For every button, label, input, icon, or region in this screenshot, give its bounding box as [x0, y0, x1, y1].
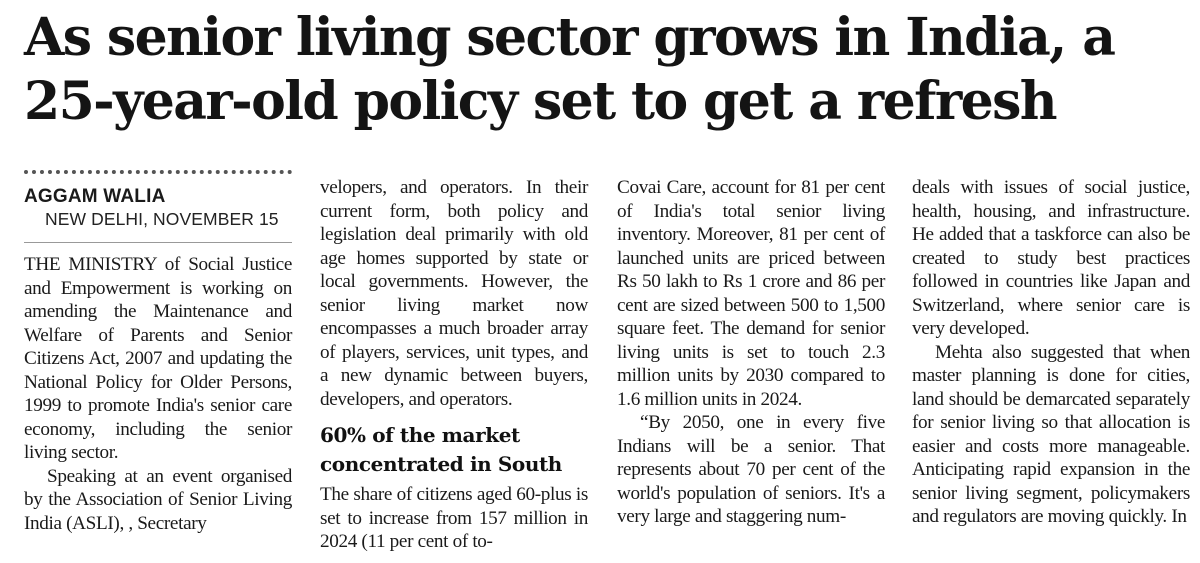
column-2-paragraph-1: velopers, and operators. In their curren…: [320, 177, 588, 410]
headline: As senior living sector grows in India, …: [24, 6, 1194, 134]
article-column-2: velopers, and operators. In their curren…: [320, 176, 588, 554]
column-4-paragraph-2: Mehta also suggested that when master pl…: [912, 341, 1190, 528]
column-2-paragraph-2: The share of citizens aged 60-plus is se…: [320, 484, 588, 552]
column-3-paragraph-1: Covai Care, account for 81 per cent of I…: [617, 177, 885, 410]
column-4-paragraph-1: deals with issues of social justice, hea…: [912, 177, 1190, 339]
article-column-4: deals with issues of social justice, hea…: [912, 176, 1190, 529]
dateline: NEW DELHI, NOVEMBER 15: [45, 209, 279, 229]
author-name: AGGAM WALIA: [24, 186, 166, 207]
headline-line-2: 25-year-old policy set to get a refresh: [24, 71, 1058, 132]
article-column-1: AGGAM WALIA NEW DELHI, NOVEMBER 15 THE M…: [24, 170, 292, 535]
byline-divider: [24, 242, 292, 243]
article-column-3: Covai Care, account for 81 per cent of I…: [617, 176, 885, 529]
subheading: 60% of the market concentrated in South: [320, 423, 562, 476]
column-1-paragraph-2: Speaking at an event organised by the As…: [24, 465, 292, 534]
headline-line-1: As senior living sector grows in India, …: [24, 7, 1116, 68]
column-3-paragraph-2: “By 2050, one in every five Indians will…: [617, 412, 885, 527]
byline-dotted-rule: [24, 170, 292, 174]
column-1-paragraph-1: THE MINISTRY of Social Justice and Empow…: [24, 254, 292, 463]
